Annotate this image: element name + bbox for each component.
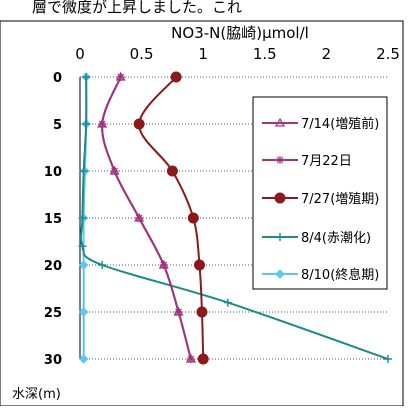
legend-label: 7/27(増殖期) [301, 191, 379, 207]
plus-marker [82, 120, 91, 128]
plus-marker [79, 167, 88, 175]
legend-label: 8/10(終息期) [301, 267, 379, 283]
y-tick-label: 10 [44, 165, 62, 180]
series-group [78, 73, 392, 363]
plus-marker [98, 261, 107, 269]
plus-marker [78, 242, 87, 251]
x-tick-label: 2.5 [376, 45, 400, 63]
x-tick-label: 0.5 [130, 45, 154, 63]
diamond-marker [78, 354, 89, 364]
data-point [98, 261, 107, 269]
data-point [185, 353, 196, 363]
legend-item: 7月22日 [262, 154, 352, 169]
asterisk-marker [276, 156, 284, 164]
data-point [197, 353, 209, 365]
legend-label: 7月22日 [301, 154, 352, 169]
data-point [134, 212, 145, 222]
data-point [187, 212, 199, 224]
data-point [109, 165, 120, 175]
data-point [133, 118, 145, 130]
data-point [166, 165, 178, 177]
plus-marker [223, 298, 232, 307]
data-point [274, 192, 286, 204]
triangle-marker [115, 71, 126, 81]
plus-marker [82, 73, 91, 81]
series-group [133, 71, 209, 365]
circle-marker [166, 165, 178, 177]
data-point [115, 71, 126, 81]
triangle-marker [97, 118, 108, 128]
legend-item: 8/10(終息期) [262, 267, 379, 283]
data-point [194, 259, 206, 271]
y-tick-label: 5 [53, 118, 62, 133]
data-point [223, 298, 232, 307]
data-point [173, 306, 184, 316]
data-point [97, 118, 108, 128]
plus-marker [384, 355, 392, 363]
header-text: 層で微度が上昇しました。これ [32, 0, 242, 16]
legend-box [252, 96, 388, 290]
data-point [276, 233, 284, 241]
y-axis-label: 水深(m) [12, 387, 61, 402]
triangle-marker [185, 353, 196, 363]
triangle-marker [158, 259, 169, 269]
data-point [170, 71, 182, 83]
legend-label: 7/14(増殖前) [301, 116, 379, 132]
legend-item: 8/4(赤潮化) [262, 231, 371, 246]
diamond-marker [275, 269, 285, 279]
circle-marker [133, 118, 145, 130]
data-point [78, 242, 87, 251]
diamond-marker [78, 260, 89, 270]
y-tick-label: 30 [44, 353, 62, 368]
data-point [158, 259, 169, 269]
data-point [78, 214, 87, 222]
circle-marker [187, 212, 199, 224]
triangle-marker [274, 117, 286, 127]
x-tick-label: 0 [75, 45, 85, 63]
legend-label: 8/4(赤潮化) [301, 231, 371, 246]
data-point [196, 306, 208, 318]
legend-item: 7/14(増殖前) [262, 116, 379, 132]
diamond-marker [78, 307, 89, 317]
data-point [275, 269, 285, 279]
circle-marker [170, 71, 182, 83]
triangle-marker [109, 165, 120, 175]
data-point [384, 355, 392, 363]
data-point [79, 167, 88, 175]
circle-marker [194, 259, 206, 271]
data-point [78, 260, 89, 270]
series-group [97, 71, 196, 363]
legend-item: 7/27(増殖期) [262, 191, 379, 207]
x-tick-label: 1.5 [253, 45, 277, 63]
data-point [78, 354, 89, 364]
data-point [276, 156, 284, 164]
series-line [101, 76, 192, 360]
y-tick-label: 0 [53, 71, 62, 86]
data-point [82, 73, 91, 81]
data-point [78, 307, 89, 317]
y-tick-label: 15 [44, 212, 62, 227]
plus-marker [78, 214, 87, 222]
data-point [274, 117, 286, 127]
circle-marker [274, 192, 286, 204]
x-tick-label: 2 [322, 45, 332, 63]
triangle-marker [134, 212, 145, 222]
triangle-marker [173, 306, 184, 316]
data-point [82, 120, 91, 128]
y-tick-label: 25 [44, 306, 62, 321]
chart-title: NO3-N(脇崎)μmol/l [171, 24, 309, 42]
circle-marker [197, 353, 209, 365]
circle-marker [196, 306, 208, 318]
plus-marker [276, 233, 284, 241]
y-tick-label: 20 [44, 259, 62, 274]
x-tick-label: 1 [198, 45, 208, 63]
